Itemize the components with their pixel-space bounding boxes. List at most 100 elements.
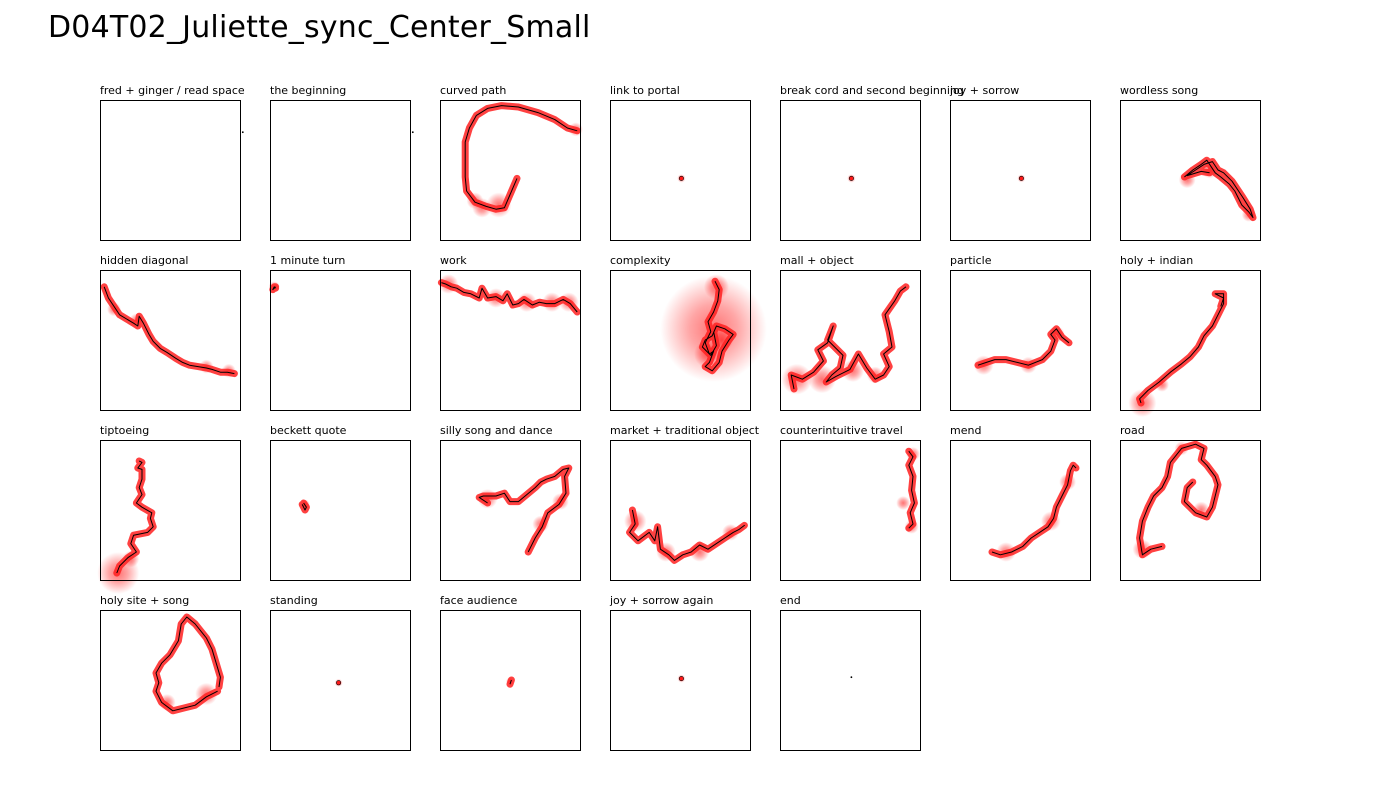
trajectory-panel [780, 100, 921, 241]
position-point [411, 131, 414, 134]
trajectory-line [1139, 293, 1225, 404]
trajectory-panel [268, 270, 411, 411]
trajectory-panel [440, 440, 581, 581]
panel-label: counterintuitive travel [780, 424, 903, 437]
panel-frame [100, 610, 241, 751]
trajectory-panel [1120, 270, 1261, 417]
trajectory-panel [100, 610, 241, 751]
panel-label: end [780, 594, 801, 607]
position-point [678, 676, 684, 682]
panel-frame [950, 440, 1091, 581]
panel-label: work [440, 254, 467, 267]
panel-frame [780, 100, 921, 241]
trajectory-halo [626, 506, 748, 564]
panel-frame [440, 440, 581, 581]
page-title: D04T02_Juliette_sync_Center_Small [48, 10, 591, 45]
trajectory-line [301, 502, 307, 511]
position-point [850, 676, 853, 679]
panel-label: curved path [440, 84, 507, 97]
panel-label: tiptoeing [100, 424, 150, 437]
panel-label: 1 minute turn [270, 254, 346, 267]
panel-label: holy + indian [1120, 254, 1194, 267]
panel-label: hidden diagonal [100, 254, 189, 267]
trajectory-line [977, 328, 1070, 366]
panel-label: complexity [610, 254, 671, 267]
panel-label: holy site + song [100, 594, 190, 607]
panel-frame [780, 610, 921, 751]
panel-frame [440, 610, 581, 751]
trajectory-panel [610, 270, 767, 411]
panel-frame [1120, 440, 1261, 581]
trajectory-line [1184, 159, 1254, 219]
panel-frame [950, 100, 1091, 241]
trajectory-panel [950, 270, 1091, 411]
trajectory-panel [610, 100, 751, 241]
trajectory-line [1139, 443, 1219, 556]
trajectory-halo [787, 283, 910, 393]
trajectory-line [155, 616, 221, 712]
position-point [336, 680, 342, 686]
trajectory-line [478, 467, 570, 553]
trajectory-panel [100, 270, 241, 411]
trajectory-line [509, 679, 512, 685]
trajectory-line [272, 286, 276, 291]
panel-frame [100, 100, 241, 241]
panel-frame [610, 440, 751, 581]
panel-frame [440, 270, 581, 411]
panel-frame [100, 270, 241, 411]
trajectory-panel [950, 100, 1091, 241]
panel-frame [270, 610, 411, 751]
panel-frame [440, 100, 581, 241]
panel-frame [1120, 270, 1261, 411]
panel-label: beckett quote [270, 424, 347, 437]
trajectory-panel [780, 610, 921, 751]
trajectory-panel [610, 440, 751, 581]
trajectory-halo [475, 464, 573, 556]
panel-label: standing [270, 594, 318, 607]
trajectory-halo [100, 283, 238, 378]
panel-label: mall + object [780, 254, 854, 267]
panel-frame [100, 440, 241, 581]
trajectory-panel [1120, 100, 1261, 241]
trajectory-panel [950, 440, 1091, 581]
panel-frame [610, 270, 751, 411]
panel-label: break cord and second beginning [780, 84, 964, 97]
panel-label: link to portal [610, 84, 680, 97]
trajectory-panel [440, 610, 581, 751]
trajectory-panel [270, 100, 414, 241]
panel-label: joy + sorrow [950, 84, 1020, 97]
trajectory-panel [437, 270, 581, 411]
trajectory-line [991, 464, 1077, 556]
trajectory-panel [97, 440, 241, 594]
panel-frame [950, 270, 1091, 411]
panel-label: road [1120, 424, 1145, 437]
trajectory-line [441, 282, 578, 313]
panel-frame [780, 440, 921, 581]
density-blob [896, 496, 911, 510]
trajectory-panel [780, 270, 921, 411]
trajectory-panel [1120, 440, 1261, 581]
trajectory-line [103, 286, 235, 375]
trajectory-panel [780, 440, 921, 581]
panel-label: fred + ginger / read space [100, 84, 245, 97]
position-point [1018, 175, 1024, 181]
panel-label: face audience [440, 594, 518, 607]
panel-label: the beginning [270, 84, 347, 97]
panel-frame [1120, 100, 1261, 241]
trajectory-panel [610, 610, 751, 751]
panel-frame [610, 100, 751, 241]
trajectory-line [701, 280, 734, 372]
trajectory-panel [100, 100, 244, 241]
panel-label: silly song and dance [440, 424, 553, 437]
position-point [848, 175, 854, 181]
position-point [678, 175, 684, 181]
panel-frame [780, 270, 921, 411]
trajectory-line [629, 509, 745, 561]
position-point [241, 131, 244, 134]
trajectory-line [790, 286, 907, 390]
trajectory-line [908, 450, 915, 529]
panel-frame [270, 100, 411, 241]
trajectory-halo [461, 102, 581, 213]
panel-label: mend [950, 424, 982, 437]
